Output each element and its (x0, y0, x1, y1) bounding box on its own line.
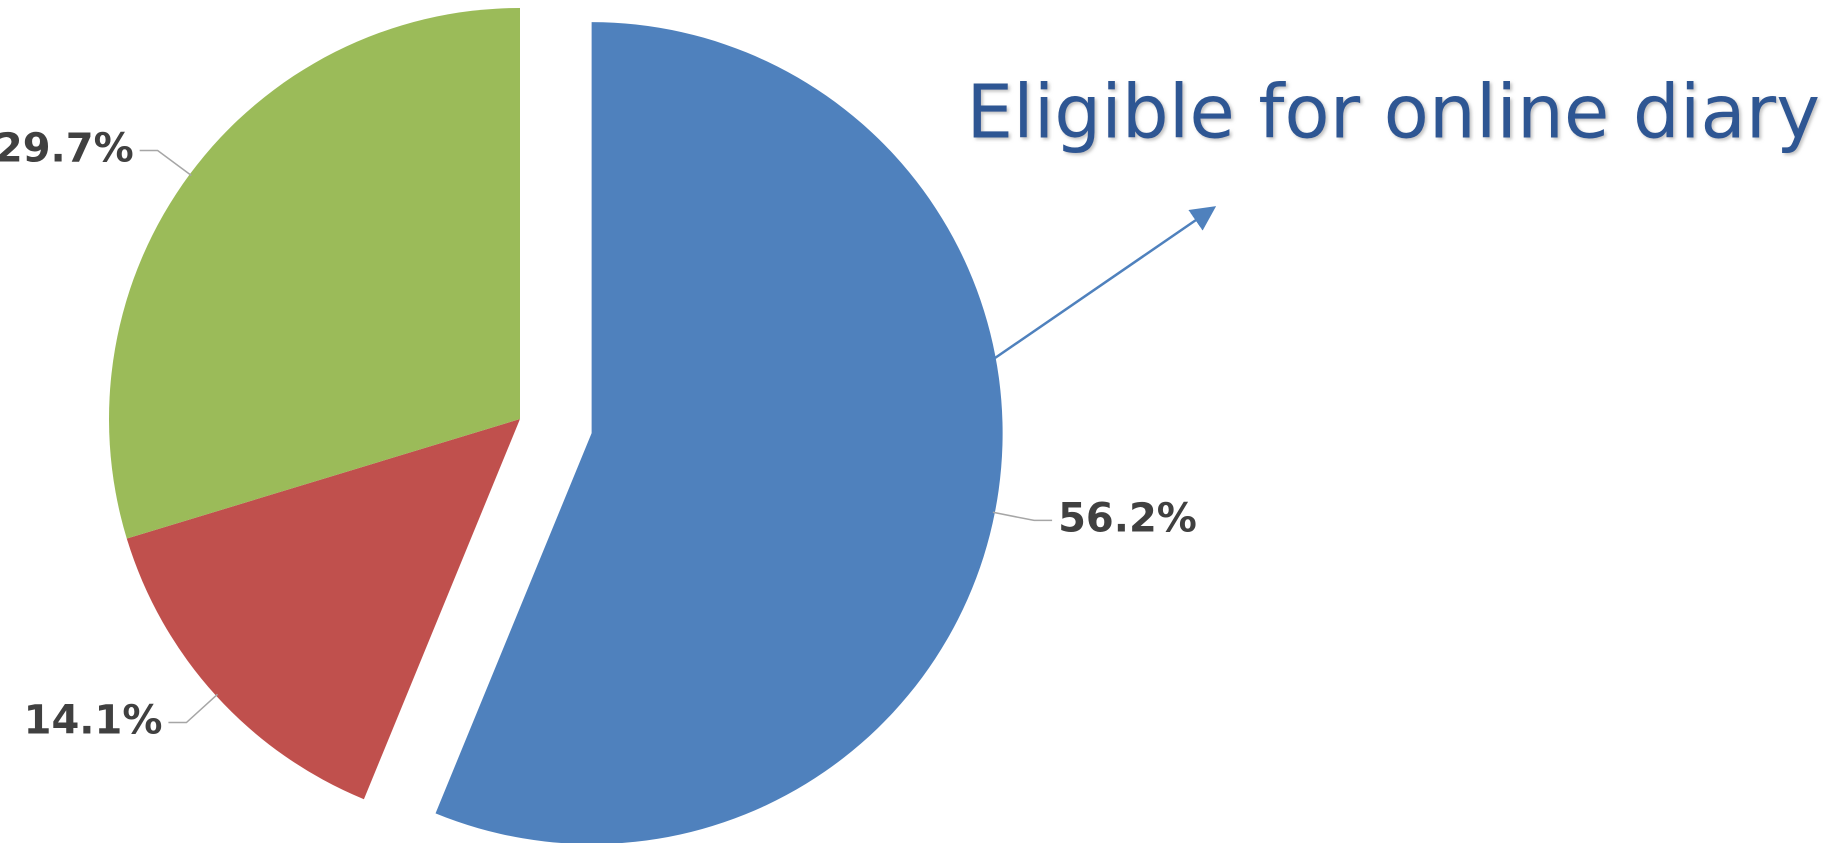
leader-line (139, 149, 192, 177)
data-label: 14.1% (24, 698, 163, 744)
annotation-arrow (994, 206, 1217, 360)
data-label: 29.7% (0, 125, 134, 171)
pie-slice (109, 8, 520, 539)
leader-line (168, 693, 218, 724)
leader-line (992, 511, 1053, 522)
pie-slice (126, 419, 520, 800)
data-label: 56.2% (1058, 495, 1197, 541)
pie-slice (435, 22, 1003, 843)
annotation: Eligible for online diary (966, 70, 1820, 156)
